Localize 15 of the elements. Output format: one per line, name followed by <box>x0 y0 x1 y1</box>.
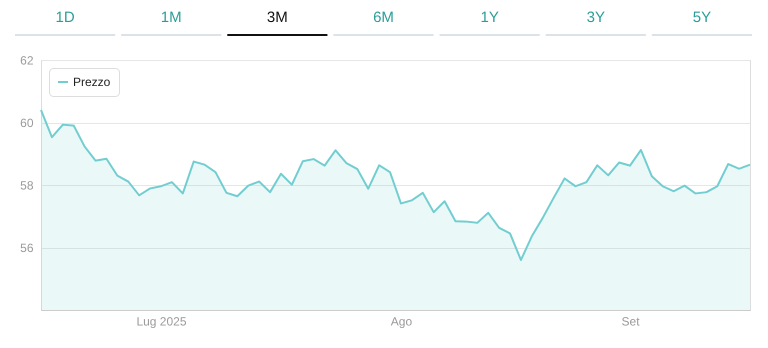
text: 1D <box>55 9 75 26</box>
x-tick-label: Set <box>622 314 640 328</box>
x-tick-label: Ago <box>390 314 412 328</box>
text: 3M <box>266 9 288 26</box>
y-tick-label: 58 <box>20 178 34 192</box>
text: 3Y <box>586 9 605 26</box>
y-tick-label: 62 <box>20 54 34 68</box>
x-tick-label: Lug 2025 <box>136 314 187 328</box>
y-tick-label: 60 <box>20 116 34 130</box>
text: 5Y <box>692 9 712 26</box>
legend-label: Prezzo <box>73 75 111 89</box>
text: 6M <box>373 9 394 26</box>
text: 1M <box>160 9 182 26</box>
text: 1Y <box>480 9 499 26</box>
y-tick-label: 56 <box>20 241 34 255</box>
